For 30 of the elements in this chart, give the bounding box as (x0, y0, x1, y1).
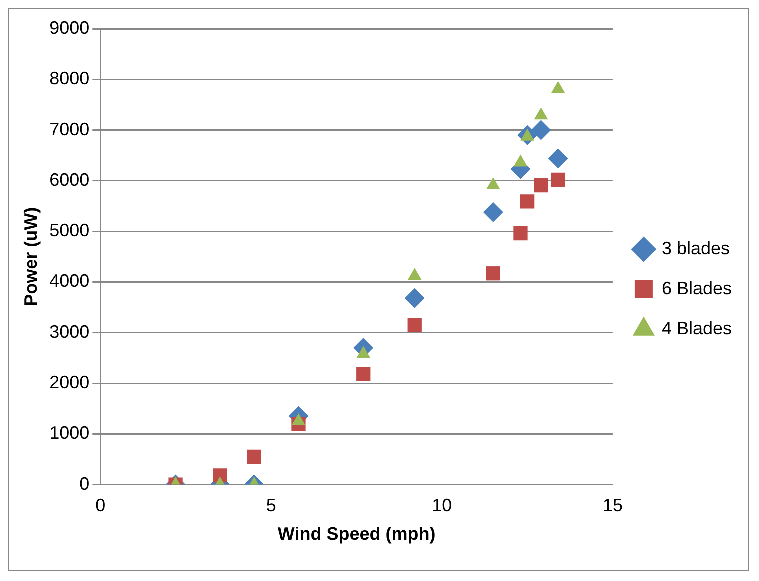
y-tick-label: 4000 (50, 271, 90, 292)
x-tick-label: 10 (432, 496, 452, 516)
x-tick-label: 5 (266, 496, 276, 516)
point (483, 202, 504, 222)
point (534, 178, 548, 193)
point (551, 172, 566, 187)
point (486, 266, 500, 281)
point (404, 288, 425, 308)
x-tick-label: 15 (602, 496, 623, 516)
y-tick-label: 0 (80, 474, 90, 494)
y-tick-label: 2000 (50, 372, 90, 392)
x-axis-title: Wind Speed (mph) (278, 524, 436, 544)
point (520, 194, 535, 209)
y-tick-label: 6000 (50, 170, 90, 190)
point (514, 226, 528, 241)
point (408, 268, 422, 280)
y-tick-label: 7000 (50, 119, 90, 140)
legend-label: 4 Blades (662, 318, 732, 338)
y-tick-label: 9000 (50, 18, 90, 38)
y-tick-label: 5000 (50, 220, 90, 241)
point (531, 120, 552, 140)
y-tick-label: 1000 (50, 423, 90, 444)
y-tick-label: 8000 (50, 68, 90, 89)
point (548, 148, 568, 169)
y-tick-label: 3000 (50, 322, 90, 342)
legend-label: 6 Blades (662, 278, 732, 298)
legend-label: 3 blades (662, 238, 730, 258)
point (292, 413, 306, 426)
y-axis-title: Power (uW) (20, 207, 41, 306)
x-tick-label: 0 (96, 496, 106, 516)
